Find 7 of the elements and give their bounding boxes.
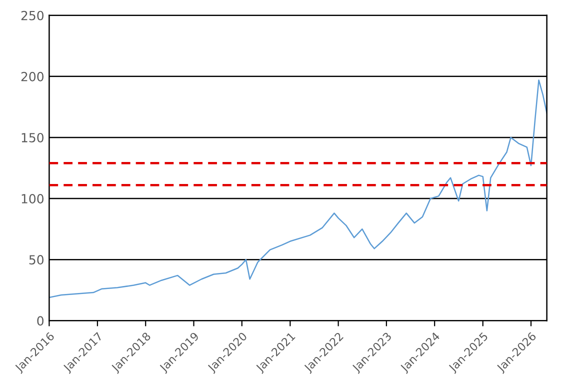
y-tick-label: 0 [37,316,44,326]
y-tick-label: 200 [21,72,44,82]
y-tick-label: 50 [29,255,44,265]
y-tick-label: 150 [22,132,44,142]
y-tick-label: 100 [22,194,44,204]
line-series [49,79,547,298]
y-tick-label: 250 [21,10,44,20]
